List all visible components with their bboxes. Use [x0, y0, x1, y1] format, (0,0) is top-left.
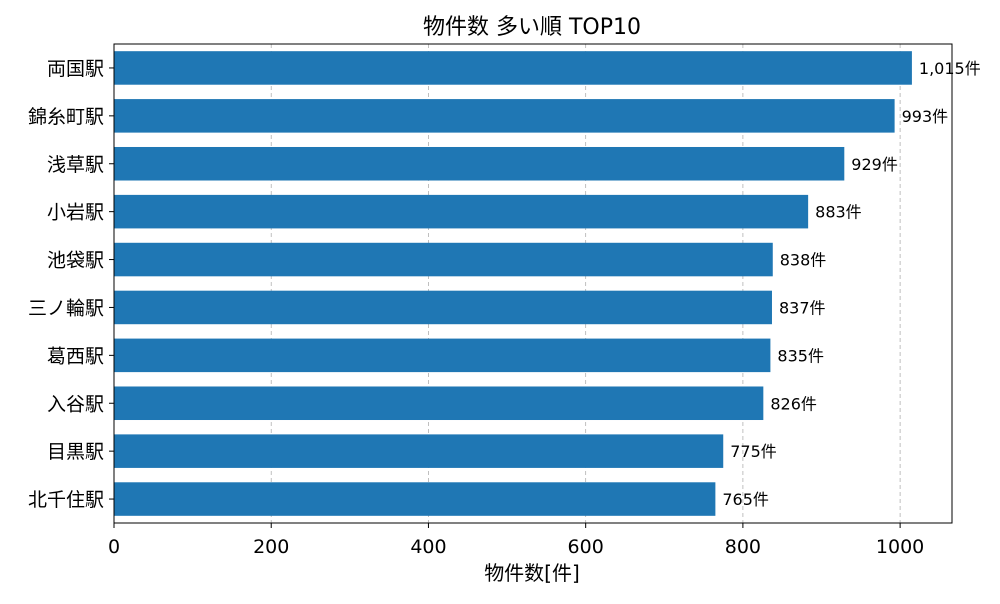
data-label: 775件: [730, 442, 777, 461]
bar: [114, 51, 912, 85]
data-label: 1,015件: [919, 59, 981, 78]
y-tick-label: 葛西駅: [47, 345, 104, 367]
bar: [114, 146, 845, 181]
bar: [114, 99, 895, 133]
data-label: 837件: [779, 298, 826, 317]
data-labels: 1,015件 993件 929件 883件 838件 837件 835件 826件 775件 76…: [722, 59, 980, 509]
bar: [114, 338, 771, 373]
y-tick-label: 池袋駅: [47, 250, 104, 272]
plot-frame: [113, 43, 953, 524]
data-label: 929件: [851, 155, 898, 174]
x-tick-label: 600: [568, 536, 604, 558]
x-tick-label: 1000: [876, 536, 924, 558]
bar: [114, 194, 809, 229]
x-tick-label: 0: [108, 536, 120, 558]
y-tick-label: 目黒駅: [47, 441, 104, 463]
x-tick-label: 200: [253, 536, 289, 558]
data-label: 765件: [722, 490, 769, 509]
data-label: 993件: [902, 107, 949, 126]
x-tick-label: 400: [410, 536, 446, 558]
bar: [114, 242, 773, 277]
data-label: 838件: [780, 251, 827, 270]
y-tick-label: 北千住駅: [28, 489, 104, 511]
data-label: 883件: [815, 203, 862, 222]
y-tick-label: 浅草駅: [47, 154, 104, 176]
x-axis-ticks: 0 200 400 600 800 1000: [108, 523, 924, 558]
y-tick-label: 三ノ輪駅: [28, 297, 104, 319]
y-tick-label: 錦糸町駅: [28, 106, 104, 128]
y-tick-label: 両国駅: [47, 58, 104, 80]
chart-title: 物件数 多い順 TOP10: [423, 15, 641, 40]
y-tick-label: 小岩駅: [47, 202, 104, 224]
data-label: 826件: [770, 394, 817, 413]
bar: [114, 386, 764, 421]
y-tick-label: 入谷駅: [47, 393, 104, 415]
data-label: 835件: [777, 346, 824, 365]
bar: [114, 482, 716, 516]
x-tick-label: 800: [725, 536, 761, 558]
x-axis-title: 物件数[件]: [484, 561, 580, 585]
bar: [114, 434, 724, 468]
bar: [114, 290, 772, 325]
bars: [114, 51, 912, 516]
